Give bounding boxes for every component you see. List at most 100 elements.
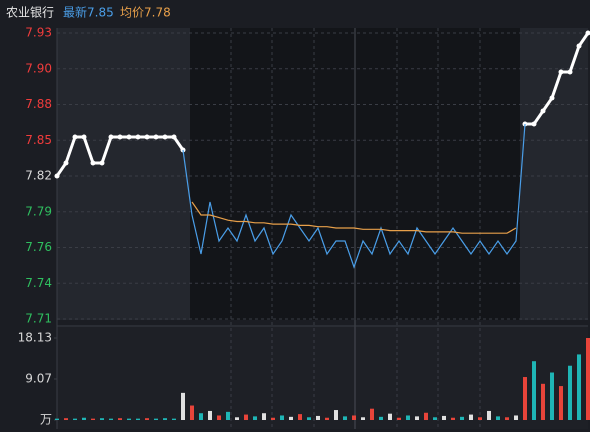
y-tick-label: 7.85 [25, 133, 52, 147]
volume-bar [253, 416, 257, 420]
price-dot [576, 43, 582, 49]
price-dot [585, 30, 590, 36]
price-line [191, 201, 517, 234]
price-dot [558, 69, 564, 75]
volume-bar [568, 365, 572, 420]
price-dot [108, 134, 114, 140]
volume-bar [82, 417, 86, 420]
volume-bar [100, 418, 104, 420]
volume-bar [487, 410, 491, 420]
volume-bar [334, 410, 338, 420]
y-tick-label: 7.71 [25, 312, 52, 326]
volume-bar [577, 354, 581, 420]
volume-bar [118, 418, 122, 420]
volume-bar [523, 377, 527, 420]
volume-bar [55, 418, 59, 420]
volume-bg [57, 327, 588, 429]
volume-bar [235, 417, 239, 420]
volume-bar [397, 417, 401, 420]
volume-bar [73, 418, 77, 420]
volume-bar [226, 411, 230, 420]
price-dot [171, 134, 177, 140]
latest-price: 最新7.85 [63, 5, 114, 20]
price-dot [54, 173, 60, 179]
price-dot [567, 69, 573, 75]
volume-bar [451, 417, 455, 420]
price-dot [162, 134, 168, 140]
volume-bar [190, 405, 194, 420]
volume-bar [316, 415, 320, 420]
volume-bar [289, 416, 293, 420]
volume-bar [199, 413, 203, 420]
y-tick-label: 万 [40, 413, 52, 427]
price-dot [144, 134, 150, 140]
volume-bar [208, 410, 212, 420]
volume-bar [388, 413, 392, 420]
volume-bar [244, 414, 248, 420]
volume-bar [91, 418, 95, 420]
post-session-bg [520, 28, 588, 320]
volume-bar [262, 413, 266, 420]
volume-bar [64, 418, 68, 420]
volume-bar [136, 418, 140, 420]
price-dot [153, 134, 159, 140]
y-tick-label: 7.93 [25, 26, 52, 40]
volume-bar [496, 416, 500, 420]
volume-bar [217, 415, 221, 420]
volume-bar [424, 412, 428, 420]
stock-name: 农业银行 [6, 6, 54, 20]
volume-bar [370, 408, 374, 420]
price-dot [135, 134, 141, 140]
volume-bar [307, 417, 311, 420]
y-tick-label: 7.74 [25, 276, 52, 290]
price-dot [90, 160, 96, 166]
volume-bar [163, 418, 167, 420]
price-dot [81, 134, 87, 140]
price-dot [72, 134, 78, 140]
price-dot [549, 95, 555, 101]
y-tick-label: 7.82 [25, 169, 52, 183]
volume-bar [172, 418, 176, 420]
volume-bar [478, 417, 482, 420]
average-price: 均价7.78 [120, 6, 171, 20]
volume-bar [127, 418, 131, 420]
price-dot [63, 160, 69, 166]
price-dot [117, 134, 123, 140]
y-tick-label: 7.90 [25, 61, 52, 75]
volume-bar [154, 418, 158, 420]
volume-bar [442, 415, 446, 420]
price-dot [126, 134, 132, 140]
y-tick-label: 18.13 [18, 331, 52, 345]
volume-bar [532, 361, 536, 420]
volume-bar [514, 415, 518, 420]
volume-bar [325, 417, 329, 420]
volume-bar [406, 415, 410, 420]
price-dot [540, 108, 546, 114]
volume-bar [280, 415, 284, 420]
volume-bar [415, 416, 419, 420]
price-dot [99, 160, 105, 166]
volume-bar [541, 383, 545, 420]
volume-bar [559, 386, 563, 420]
volume-bar [181, 392, 185, 420]
volume-bar [433, 417, 437, 420]
price-line [182, 123, 526, 269]
pre-session-bg [57, 28, 190, 320]
volume-bar [352, 415, 356, 420]
y-tick-label: 7.79 [25, 204, 52, 218]
volume-bar [145, 418, 149, 420]
volume-bar [298, 414, 302, 420]
volume-bar [271, 417, 275, 420]
price-dot [531, 121, 537, 127]
volume-bar [109, 418, 113, 420]
volume-bar [550, 372, 554, 420]
volume-bar [379, 416, 383, 420]
y-tick-label: 9.07 [25, 371, 52, 385]
volume-bar [586, 338, 590, 420]
volume-bar [343, 416, 347, 420]
volume-bar [469, 414, 473, 420]
y-tick-label: 7.88 [25, 97, 52, 111]
volume-bar [505, 417, 509, 420]
volume-bar [361, 417, 365, 420]
